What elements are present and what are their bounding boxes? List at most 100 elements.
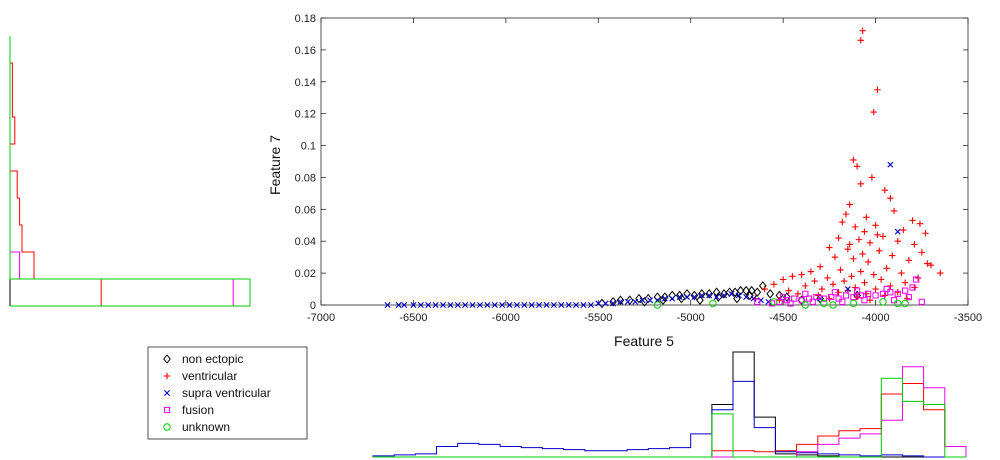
data-point [401,302,408,308]
data-point [824,274,831,282]
data-point [846,201,853,208]
data-point [721,292,727,299]
data-point [859,250,866,258]
data-point [770,298,778,306]
data-point [440,302,446,308]
data-point [684,294,691,301]
histogram-y-fusion [9,36,234,307]
data-point [815,292,822,299]
data-point [513,302,520,308]
data-point [922,230,929,237]
data-point [798,297,805,304]
y-tick-label: 0 [310,300,316,312]
histogram-y-ventricular [9,36,102,307]
data-point [499,302,506,308]
x-tick-label: -3500 [954,312,982,324]
x-tick-label: -4000 [862,312,890,324]
data-point [835,289,842,296]
data-point [909,217,916,224]
data-point [691,294,698,301]
data-point [447,302,454,308]
data-point [853,163,861,170]
y-axis-title: Feature 7 [267,135,283,195]
data-point [639,297,646,304]
data-point [550,302,557,308]
data-point [384,302,391,308]
data-point [861,279,868,286]
data-point [866,239,874,247]
data-point [864,258,872,266]
data-point [842,210,850,218]
data-point [683,289,691,299]
data-point [410,302,417,308]
data-point [595,300,602,307]
data-point [850,293,857,301]
data-point [811,277,818,285]
data-point [809,298,816,305]
x-axis-title: Feature 5 [614,333,674,349]
data-point [890,297,898,304]
data-point [813,293,820,301]
data-point [789,273,796,280]
data-point [850,255,857,262]
series-ventricular [752,27,944,304]
data-point [454,302,461,308]
data-point [558,302,565,308]
data-point [853,293,861,301]
histogram-y-unknown [9,36,251,307]
data-point [887,194,894,202]
data-point [850,156,857,164]
data-point [924,260,931,267]
data-point [624,298,631,305]
data-point [879,290,887,297]
data-point [425,302,432,308]
data-point [829,281,837,288]
data-point [874,86,881,93]
data-point [491,302,498,308]
data-point [395,302,402,308]
histogram-x-non-ectopic [373,351,966,458]
y-tick-label: 0.08 [295,172,316,184]
data-point [660,292,669,302]
data-point [837,266,844,274]
data-point [883,285,890,293]
data-point [901,279,909,286]
x-tick-label: -7000 [307,312,335,324]
data-point [842,292,850,299]
data-point [647,297,654,304]
data-point [844,286,851,293]
x-tick-label: -5500 [584,312,612,324]
data-point [881,292,889,299]
data-point [887,161,894,168]
legend-marker [163,372,171,380]
data-point [536,302,543,308]
data-point [835,234,842,242]
data-point [826,295,833,302]
data-point [866,297,874,304]
x-tick-label: -4500 [769,312,797,324]
data-point [802,290,809,297]
data-point [787,300,794,307]
data-point [918,249,925,256]
data-point [432,302,439,308]
data-point [820,295,827,302]
histogram-x-supra-ventricular [372,380,966,458]
legend-label: ventricular [182,369,237,383]
y-tick-label: 0.16 [295,45,316,57]
data-point [844,245,852,253]
data-point [857,292,864,299]
data-point [521,302,528,308]
data-point [853,287,861,294]
data-point [705,289,714,299]
data-point [879,233,887,240]
data-point [757,297,764,304]
data-point [831,289,839,296]
data-point [706,292,713,299]
data-point [782,292,791,302]
data-point [887,289,894,296]
legend-label: unknown [182,420,230,434]
y-tick-label: 0.12 [295,109,316,121]
data-point [818,285,826,293]
data-point [890,207,898,215]
y-tick-label: 0.18 [295,13,316,25]
